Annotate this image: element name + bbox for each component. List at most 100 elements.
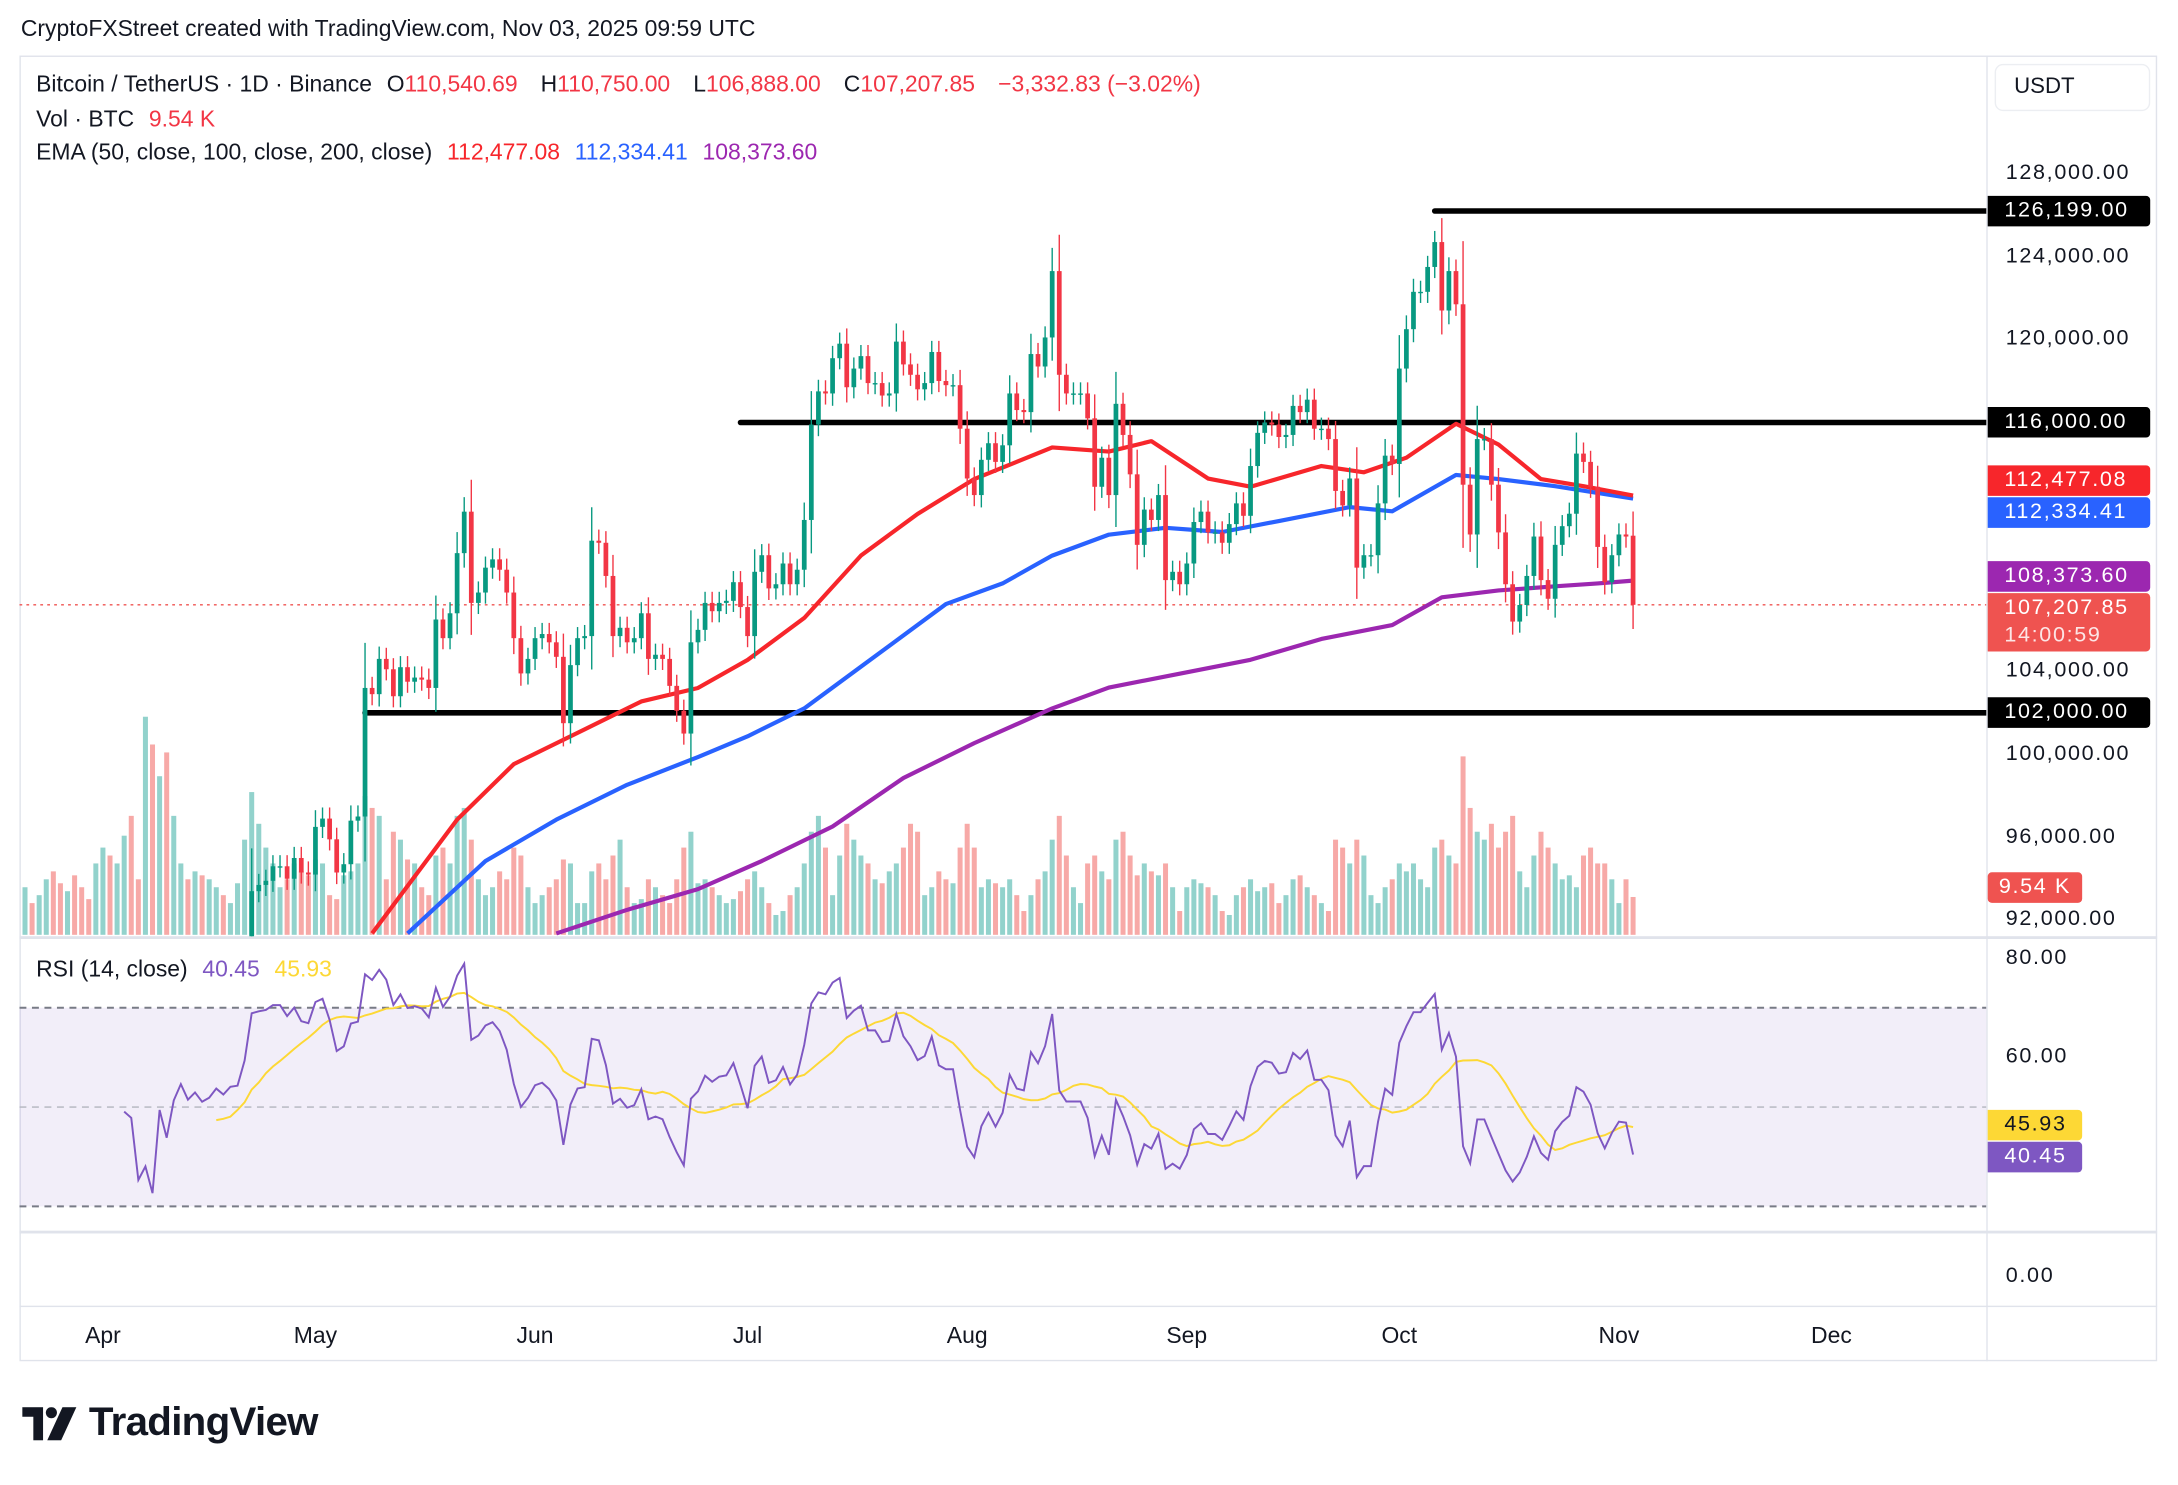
volume-bar — [135, 879, 141, 935]
horizontal-levels[interactable] — [19, 208, 1987, 716]
volume-bar — [397, 839, 403, 935]
time-axis-label: May — [293, 1323, 338, 1349]
candle-body — [546, 634, 552, 643]
volume-bar — [844, 823, 850, 935]
volume-bar — [695, 883, 701, 935]
rsi-legend[interactable]: RSI (14, close) 40.45 45.93 — [36, 957, 340, 983]
volume-bar — [794, 887, 800, 935]
candle-body — [766, 555, 772, 589]
volume-legend[interactable]: Vol · BTC 9.54 K — [36, 107, 223, 133]
candle-body — [1411, 291, 1416, 330]
candle-body — [1141, 509, 1147, 545]
price-tick-label: 120,000.00 — [2005, 327, 2131, 351]
volume-bar — [440, 847, 446, 935]
candle-body — [610, 575, 616, 637]
candle-body — [638, 613, 644, 639]
volume-bar — [1410, 863, 1416, 935]
time-axis-label: Sep — [1166, 1323, 1208, 1349]
rsi-label: RSI (14, close) — [36, 957, 188, 983]
candle-body — [816, 391, 821, 425]
volume-bar — [1148, 871, 1154, 935]
volume-bar — [93, 863, 99, 935]
tradingview-logo[interactable]: TradingView — [22, 1400, 318, 1446]
candle-body — [723, 600, 729, 603]
candle-body — [320, 818, 325, 827]
candle-body — [525, 658, 531, 674]
candle-body — [291, 857, 297, 879]
volume-bar — [1170, 887, 1176, 935]
candle-body — [1630, 535, 1636, 605]
candle-body — [468, 511, 474, 603]
ema-legend[interactable]: EMA (50, close, 100, close, 200, close) … — [36, 140, 825, 166]
volume-bar — [1481, 839, 1487, 935]
volume-bar — [1297, 875, 1303, 935]
candle-body — [369, 687, 375, 695]
volume-bar — [900, 847, 906, 935]
candle-body — [1007, 393, 1013, 446]
candle-body — [391, 669, 396, 697]
volume-bar — [631, 903, 637, 935]
volume-bar — [454, 815, 460, 935]
price-level-badge: 126,199.00 — [1987, 195, 2151, 227]
volume-bar — [638, 899, 644, 935]
candle-body — [1574, 453, 1579, 514]
candle-body — [1616, 534, 1622, 556]
candle-body — [1453, 271, 1459, 305]
candle-body — [787, 563, 793, 585]
rsi-tick-label: 60.00 — [2005, 1044, 2068, 1069]
candle-body — [978, 459, 984, 496]
candle-body — [568, 665, 573, 724]
candle-body — [1326, 428, 1331, 440]
candle-body — [1170, 571, 1175, 581]
volume-bar — [567, 863, 573, 935]
change-value: −3,332.83 (−3.02%) — [998, 72, 1201, 98]
volume-bar — [603, 879, 609, 935]
volume-bar — [1269, 883, 1275, 935]
candle-body — [383, 658, 389, 670]
candle-body — [986, 443, 991, 460]
candle-body — [1106, 457, 1112, 496]
candle-body — [1474, 439, 1480, 535]
volume-bar — [830, 895, 836, 935]
time-axis-label: Oct — [1381, 1323, 1418, 1349]
time-axis-label: Dec — [1811, 1323, 1852, 1349]
volume-bar — [1283, 895, 1289, 935]
currency-button[interactable]: USDT — [1994, 63, 2151, 112]
time-axis-label: Aug — [946, 1323, 988, 1349]
volume-bar — [1616, 903, 1622, 935]
rsi-ma-value: 45.93 — [274, 957, 332, 983]
volume-bar — [341, 875, 347, 935]
pane-separator-empty[interactable] — [19, 1230, 2158, 1234]
candle-body — [1127, 434, 1133, 475]
price-level-badge: 116,000.00 — [1987, 407, 2151, 438]
candle-body — [1056, 271, 1062, 375]
volume-bar — [235, 883, 241, 935]
volume-bar — [1070, 887, 1076, 935]
candle-body — [971, 478, 977, 496]
volume-bar — [284, 879, 290, 935]
candle-body — [511, 592, 517, 639]
volume-bar — [993, 883, 999, 935]
volume-bar — [1340, 847, 1346, 935]
volume-bar — [922, 895, 928, 935]
volume-bar — [1163, 863, 1169, 935]
candle-body — [865, 356, 871, 384]
candle-body — [674, 685, 680, 711]
candle-body — [603, 542, 609, 576]
ema50-value: 112,477.08 — [447, 140, 561, 166]
symbol-legend[interactable]: Bitcoin / TetherUS · 1D · Binance O110,5… — [36, 72, 1209, 98]
ema100-value: 112,334.41 — [574, 140, 688, 166]
volume-bar — [1042, 871, 1048, 935]
pane-separator-rsi[interactable] — [19, 936, 2158, 939]
candle-body — [454, 553, 460, 614]
candle-body — [1467, 484, 1473, 535]
volume-bar — [100, 847, 106, 935]
low-label: L — [693, 72, 706, 98]
volume-bar — [1255, 891, 1261, 935]
candle-body — [752, 571, 758, 637]
volume-bar — [227, 903, 233, 935]
close-label: C — [843, 72, 861, 98]
volume-bar — [433, 855, 439, 935]
volume-bar — [1191, 879, 1197, 935]
